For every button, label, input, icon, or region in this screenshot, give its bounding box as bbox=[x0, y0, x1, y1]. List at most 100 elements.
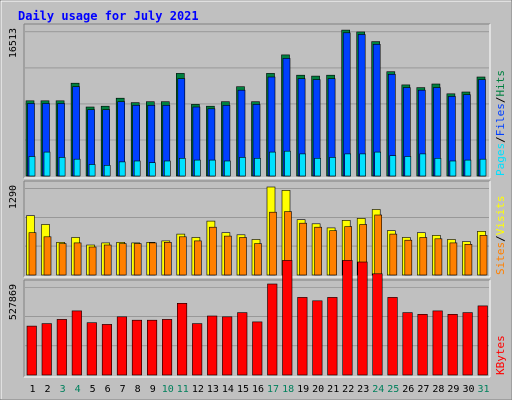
legend-kbytes: KBytes bbox=[494, 335, 507, 375]
x-tick-label-day-5: 5 bbox=[90, 384, 96, 395]
bar-sites-day-3 bbox=[58, 243, 67, 276]
bar-pages-day-29 bbox=[449, 160, 457, 177]
panel-visits-ymax-label: 1290 bbox=[8, 185, 19, 209]
x-tick-label-day-16: 16 bbox=[252, 384, 264, 395]
bar-pages-day-18 bbox=[284, 150, 291, 177]
bar-pages-day-24 bbox=[374, 151, 382, 177]
chart-title: Daily usage for July 2021 bbox=[18, 9, 199, 23]
x-tick-label-day-21: 21 bbox=[327, 384, 339, 395]
bar-sites-day-13 bbox=[209, 226, 217, 276]
legend-visits: Visits bbox=[494, 196, 507, 236]
bar-pages-day-5 bbox=[88, 164, 96, 177]
bar-sites-day-31 bbox=[479, 235, 488, 276]
bar-pages-day-21 bbox=[329, 157, 336, 177]
x-tick-label-day-1: 1 bbox=[29, 384, 35, 395]
bar-kbytes-day-8 bbox=[131, 319, 142, 376]
x-tick-label-day-14: 14 bbox=[222, 384, 234, 395]
bar-sites-day-29 bbox=[449, 242, 458, 276]
x-tick-label-day-27: 27 bbox=[417, 384, 429, 395]
bar-sites-day-9 bbox=[149, 242, 157, 276]
panel-kbytes-legend: KBytes bbox=[494, 335, 507, 375]
bar-sites-day-30 bbox=[464, 244, 473, 276]
x-tick-label-day-29: 29 bbox=[447, 384, 459, 395]
bar-pages-day-17 bbox=[269, 151, 276, 177]
bar-kbytes-day-19 bbox=[297, 297, 308, 376]
x-tick-label-day-30: 30 bbox=[462, 384, 474, 395]
bar-sites-day-1 bbox=[28, 232, 37, 276]
x-tick-label-day-23: 23 bbox=[357, 384, 369, 395]
x-tick-label-day-28: 28 bbox=[432, 384, 444, 395]
x-tick-label-day-22: 22 bbox=[342, 384, 354, 395]
bar-kbytes-day-16 bbox=[252, 321, 263, 376]
x-tick-label-day-2: 2 bbox=[44, 384, 50, 395]
bar-pages-day-30 bbox=[464, 159, 472, 177]
bar-pages-day-12 bbox=[194, 159, 201, 177]
bar-pages-day-1 bbox=[28, 156, 36, 177]
bar-kbytes-day-25 bbox=[387, 297, 398, 376]
bar-pages-day-4 bbox=[73, 158, 81, 177]
bar-kbytes-day-22 bbox=[342, 260, 353, 376]
bar-kbytes-day-4 bbox=[71, 310, 82, 376]
bar-kbytes-day-26 bbox=[402, 312, 413, 376]
bar-pages-day-6 bbox=[103, 165, 111, 177]
bar-pages-day-16 bbox=[254, 158, 261, 177]
bar-sites-day-12 bbox=[194, 240, 202, 276]
bar-pages-day-31 bbox=[479, 158, 487, 177]
bar-kbytes-day-17 bbox=[267, 283, 278, 376]
legend-separator: / bbox=[494, 235, 507, 242]
x-tick-label-day-7: 7 bbox=[120, 384, 126, 395]
bar-kbytes-day-6 bbox=[101, 324, 112, 376]
x-tick-label-day-9: 9 bbox=[150, 384, 156, 395]
bar-pages-day-28 bbox=[434, 158, 442, 177]
x-tick-label-day-17: 17 bbox=[267, 384, 279, 395]
bar-kbytes-day-1 bbox=[26, 325, 37, 376]
legend-pages: Pages bbox=[494, 143, 507, 176]
bar-kbytes-day-29 bbox=[447, 313, 458, 376]
x-tick-label-day-3: 3 bbox=[60, 384, 66, 395]
bar-pages-day-7 bbox=[118, 161, 126, 177]
bar-sites-day-28 bbox=[434, 238, 443, 276]
bar-kbytes-day-24 bbox=[372, 273, 383, 376]
legend-separator: / bbox=[494, 136, 507, 143]
bar-pages-day-3 bbox=[58, 157, 66, 177]
bar-sites-day-21 bbox=[329, 230, 337, 276]
bar-pages-day-27 bbox=[419, 153, 427, 177]
x-tick-label-day-26: 26 bbox=[402, 384, 414, 395]
legend-files: Files bbox=[494, 103, 507, 136]
bar-sites-day-4 bbox=[73, 242, 82, 276]
bar-kbytes-day-18 bbox=[282, 260, 293, 376]
bar-pages-day-20 bbox=[314, 158, 321, 177]
x-tick-label-day-31: 31 bbox=[477, 384, 489, 395]
bar-sites-day-10 bbox=[164, 242, 172, 276]
bar-kbytes-day-10 bbox=[162, 319, 173, 376]
bar-sites-day-26 bbox=[404, 239, 413, 276]
bar-sites-day-7 bbox=[118, 243, 127, 276]
bar-pages-day-25 bbox=[389, 155, 397, 177]
bar-sites-day-15 bbox=[239, 237, 247, 276]
panel-visits: 1290 Sites/Visits bbox=[8, 180, 507, 278]
x-tick-label-day-19: 19 bbox=[297, 384, 309, 395]
bar-kbytes-day-3 bbox=[56, 319, 67, 376]
x-tick-label-day-4: 4 bbox=[75, 384, 81, 395]
legend-separator: / bbox=[494, 97, 507, 104]
bar-kbytes-day-15 bbox=[237, 312, 248, 376]
bar-kbytes-day-27 bbox=[417, 313, 428, 376]
x-tick-label-day-15: 15 bbox=[237, 384, 249, 395]
bar-sites-day-14 bbox=[224, 235, 232, 276]
bar-kbytes-day-5 bbox=[86, 322, 97, 376]
bar-sites-day-8 bbox=[133, 243, 142, 276]
bar-pages-day-11 bbox=[179, 158, 186, 177]
x-tick-label-day-18: 18 bbox=[282, 384, 294, 395]
panel-kbytes-ymax-label: 527869 bbox=[8, 284, 19, 320]
bar-pages-day-22 bbox=[344, 153, 352, 177]
bar-kbytes-day-9 bbox=[147, 319, 158, 376]
bar-sites-day-27 bbox=[419, 237, 428, 276]
panel-hits-legend: Pages/Files/Hits bbox=[494, 70, 507, 176]
bar-pages-day-2 bbox=[43, 151, 51, 177]
x-tick-label-day-11: 11 bbox=[177, 384, 189, 395]
bar-kbytes-day-7 bbox=[116, 316, 127, 376]
bar-pages-day-8 bbox=[133, 160, 141, 177]
x-tick-label-day-25: 25 bbox=[387, 384, 399, 395]
bar-sites-day-25 bbox=[389, 233, 398, 276]
